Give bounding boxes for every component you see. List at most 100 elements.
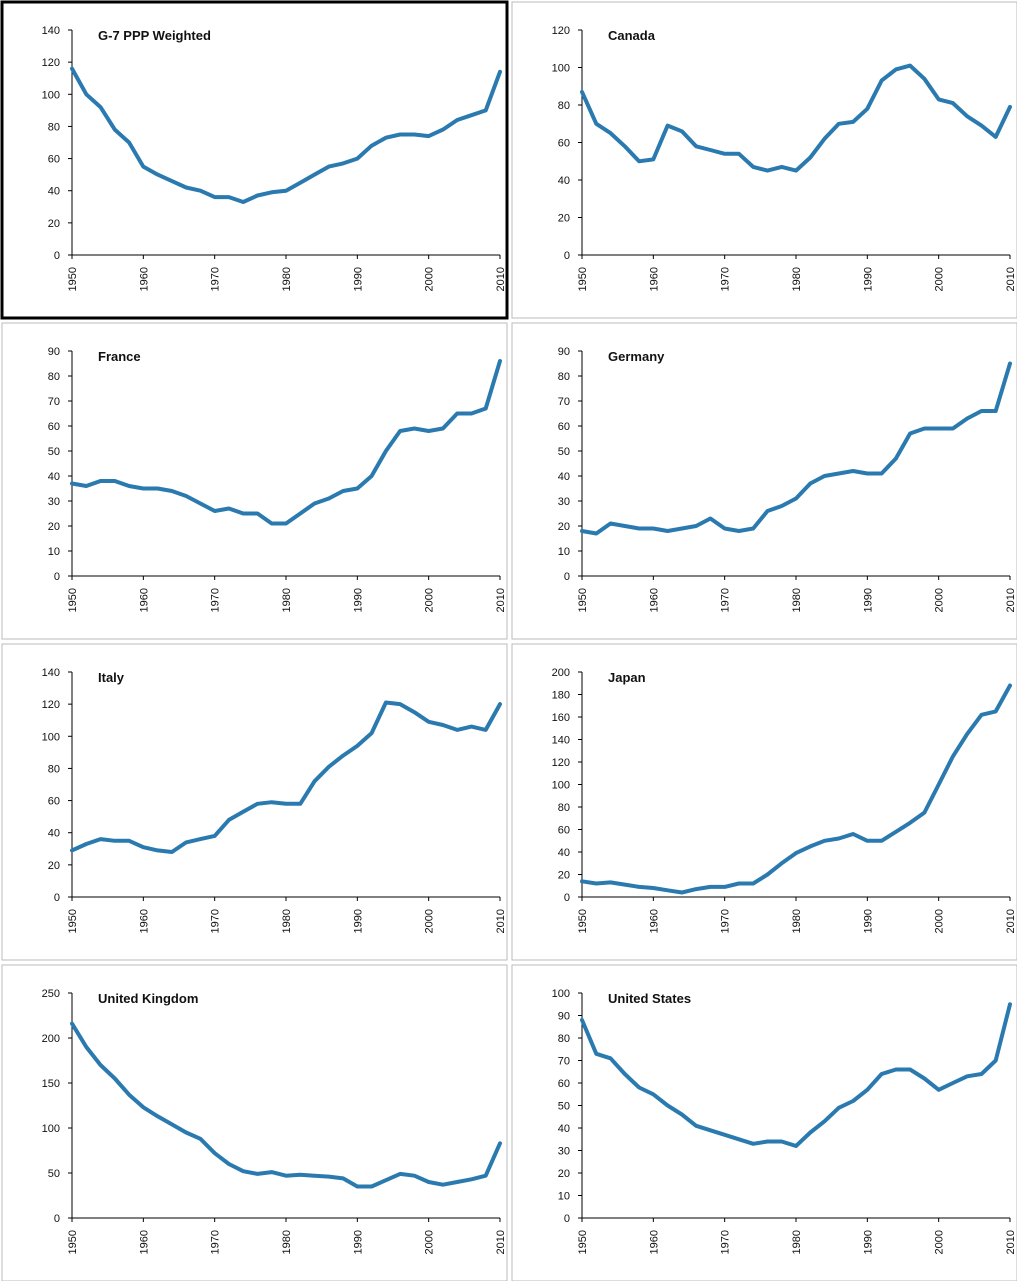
x-tick-label: 2010 bbox=[1005, 909, 1017, 933]
x-tick-label: 1950 bbox=[577, 1230, 589, 1254]
y-tick-label: 200 bbox=[42, 1033, 60, 1045]
y-tick-label: 70 bbox=[558, 1056, 570, 1068]
chart-title: Canada bbox=[608, 28, 656, 43]
x-tick-label: 1970 bbox=[720, 1230, 732, 1254]
y-tick-label: 70 bbox=[48, 396, 60, 408]
x-tick-label: 2010 bbox=[495, 909, 507, 933]
chart-title: United Kingdom bbox=[98, 991, 198, 1006]
x-tick-label: 1950 bbox=[67, 588, 79, 612]
chart-title: Italy bbox=[98, 670, 125, 685]
y-tick-label: 30 bbox=[558, 1146, 570, 1158]
x-tick-label: 1970 bbox=[210, 267, 222, 291]
x-tick-label: 2000 bbox=[934, 267, 946, 291]
x-tick-label: 1990 bbox=[352, 267, 364, 291]
y-tick-label: 40 bbox=[48, 186, 60, 198]
y-tick-label: 20 bbox=[48, 218, 60, 230]
x-tick-label: 1990 bbox=[352, 588, 364, 612]
x-tick-label: 1960 bbox=[138, 909, 150, 933]
panel-frame bbox=[1, 643, 508, 961]
panel-frame bbox=[1, 322, 508, 640]
x-tick-label: 2000 bbox=[934, 588, 946, 612]
y-tick-label: 40 bbox=[558, 471, 570, 483]
x-tick-label: 1980 bbox=[281, 588, 293, 612]
y-tick-label: 100 bbox=[42, 89, 60, 101]
y-tick-label: 120 bbox=[42, 57, 60, 69]
x-tick-label: 2000 bbox=[934, 909, 946, 933]
x-tick-label: 2000 bbox=[424, 909, 436, 933]
y-tick-label: 30 bbox=[558, 496, 570, 508]
data-line bbox=[70, 700, 502, 854]
panel-frame bbox=[511, 322, 1017, 640]
y-tick-label: 20 bbox=[48, 860, 60, 872]
y-tick-label: 60 bbox=[48, 154, 60, 166]
y-tick-label: 70 bbox=[558, 396, 570, 408]
y-tick-label: 40 bbox=[48, 471, 60, 483]
y-tick-label: 0 bbox=[54, 571, 60, 583]
y-tick-label: 0 bbox=[54, 1213, 60, 1225]
x-tick-label: 2010 bbox=[1005, 1230, 1017, 1254]
y-tick-label: 90 bbox=[558, 346, 570, 358]
y-tick-label: 0 bbox=[54, 250, 60, 262]
y-tick-label: 0 bbox=[564, 250, 570, 262]
x-tick-label: 1990 bbox=[862, 909, 874, 933]
x-tick-label: 2010 bbox=[495, 267, 507, 291]
y-tick-label: 20 bbox=[558, 870, 570, 882]
data-line bbox=[70, 66, 502, 204]
y-tick-label: 80 bbox=[558, 802, 570, 814]
y-tick-label: 90 bbox=[558, 1011, 570, 1023]
y-tick-label: 0 bbox=[564, 892, 570, 904]
y-tick-label: 0 bbox=[54, 892, 60, 904]
y-tick-label: 30 bbox=[48, 496, 60, 508]
y-tick-label: 0 bbox=[564, 1213, 570, 1225]
y-tick-label: 60 bbox=[558, 138, 570, 150]
y-tick-label: 80 bbox=[48, 121, 60, 133]
x-tick-label: 1960 bbox=[138, 1230, 150, 1254]
x-tick-label: 1950 bbox=[577, 267, 589, 291]
y-tick-label: 160 bbox=[552, 712, 570, 724]
x-tick-label: 2000 bbox=[424, 1230, 436, 1254]
data-line bbox=[580, 63, 1012, 173]
y-tick-label: 10 bbox=[558, 1191, 570, 1203]
y-tick-label: 60 bbox=[48, 421, 60, 433]
x-tick-label: 1980 bbox=[791, 588, 803, 612]
y-tick-label: 80 bbox=[558, 100, 570, 112]
y-tick-label: 180 bbox=[552, 690, 570, 702]
x-tick-label: 1970 bbox=[210, 1230, 222, 1254]
y-tick-label: 80 bbox=[558, 1033, 570, 1045]
y-tick-label: 0 bbox=[564, 571, 570, 583]
y-tick-label: 80 bbox=[48, 763, 60, 775]
x-tick-label: 1960 bbox=[648, 588, 660, 612]
y-tick-label: 100 bbox=[552, 988, 570, 1000]
x-tick-label: 1960 bbox=[138, 588, 150, 612]
x-tick-label: 1990 bbox=[862, 588, 874, 612]
data-line bbox=[580, 1002, 1012, 1148]
x-tick-label: 2000 bbox=[424, 588, 436, 612]
x-tick-label: 1960 bbox=[648, 267, 660, 291]
x-tick-label: 1950 bbox=[67, 1230, 79, 1254]
x-tick-label: 1970 bbox=[210, 588, 222, 612]
y-tick-label: 120 bbox=[42, 699, 60, 711]
x-tick-label: 1950 bbox=[577, 588, 589, 612]
y-tick-label: 50 bbox=[558, 446, 570, 458]
y-tick-label: 140 bbox=[42, 667, 60, 679]
x-tick-label: 1960 bbox=[648, 909, 660, 933]
x-tick-label: 1970 bbox=[720, 267, 732, 291]
x-tick-label: 2010 bbox=[1005, 267, 1017, 291]
y-tick-label: 80 bbox=[558, 371, 570, 383]
x-tick-label: 1980 bbox=[281, 909, 293, 933]
y-tick-label: 20 bbox=[48, 521, 60, 533]
x-tick-label: 1980 bbox=[281, 1230, 293, 1254]
y-tick-label: 50 bbox=[48, 1168, 60, 1180]
y-tick-label: 100 bbox=[42, 731, 60, 743]
y-tick-label: 90 bbox=[48, 346, 60, 358]
y-tick-label: 20 bbox=[558, 521, 570, 533]
y-tick-label: 50 bbox=[48, 446, 60, 458]
panel-frame bbox=[0, 0, 509, 320]
x-tick-label: 1970 bbox=[720, 588, 732, 612]
x-tick-label: 1960 bbox=[648, 1230, 660, 1254]
chart-title: United States bbox=[608, 991, 691, 1006]
y-tick-label: 200 bbox=[552, 667, 570, 679]
data-line bbox=[580, 361, 1012, 536]
x-tick-label: 1960 bbox=[138, 267, 150, 291]
